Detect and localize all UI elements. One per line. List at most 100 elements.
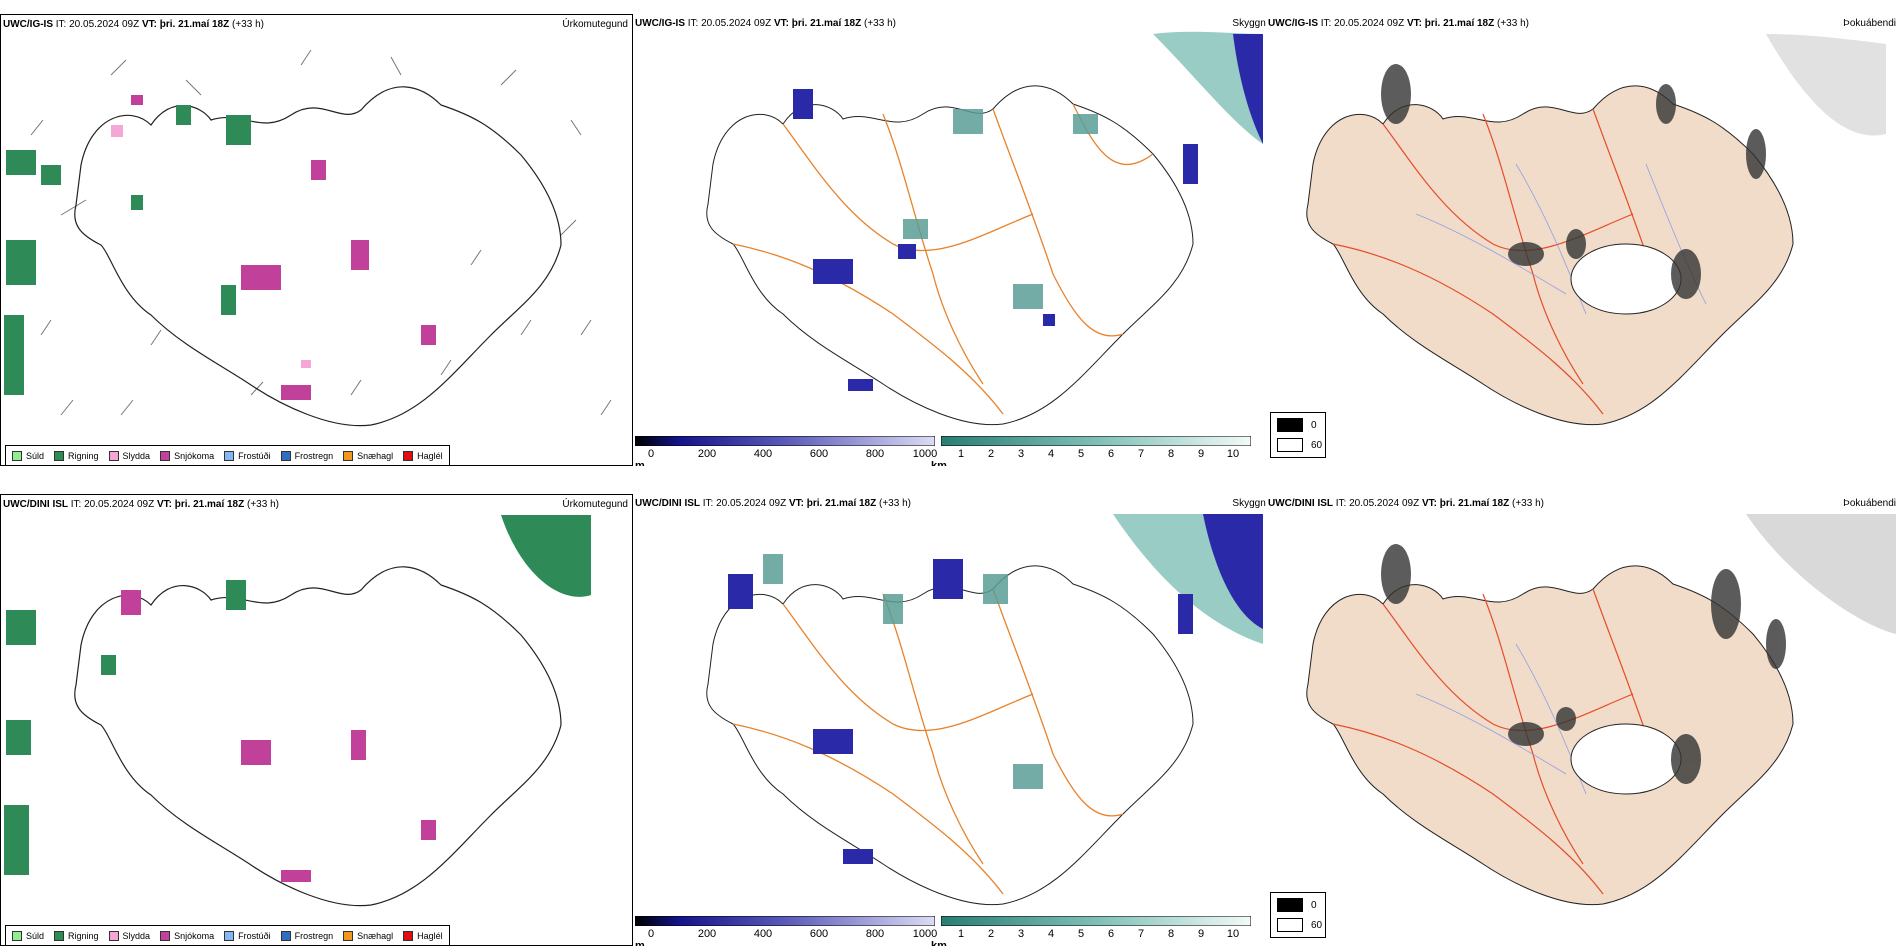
tick-label: 8 [1167, 448, 1175, 460]
clouds-map [706, 514, 1263, 906]
clouds-panel-bottom: UWC/DINI ISL IT: 20.05.2024 09Z VT: þri.… [633, 494, 1266, 946]
fog-panel-top: UWC/IG-IS IT: 20.05.2024 09Z VT: þri. 21… [1266, 14, 1900, 466]
legend-item: Frostúði [224, 931, 271, 941]
tick-label: 3 [1017, 928, 1025, 940]
colorbar-km-unit: km [931, 940, 947, 946]
tick-label: 2 [987, 928, 995, 940]
tick-label: 5 [1077, 928, 1085, 940]
fog-white-swatch [1277, 438, 1303, 452]
tick-label: 1000 [912, 448, 938, 460]
swatch-slydda [108, 931, 119, 941]
colorbar-m: m 0 200 400 600 800 1000 [634, 435, 937, 466]
tick-label: 0 [647, 928, 655, 940]
legend-item: Snæhagl [343, 451, 393, 461]
fog-legend-white-label: 60 [1311, 919, 1323, 931]
swatch-frostregn [280, 931, 291, 941]
legend-item: Slydda [108, 931, 150, 941]
tick-label: 600 [809, 928, 829, 940]
colorbar-m-gradient [634, 435, 936, 447]
legend-item: Frostúði [224, 451, 271, 461]
tick-label: 200 [697, 448, 717, 460]
panel-header: UWC/DINI ISL IT: 20.05.2024 09Z VT: þri.… [635, 498, 911, 509]
panel-header: UWC/DINI ISL IT: 20.05.2024 09Z VT: þri.… [3, 499, 279, 510]
fog-legend-bottom: 0 60 [1270, 892, 1326, 938]
panel-title-fog: Þokuábendi [1843, 18, 1896, 29]
precip-map [4, 49, 612, 427]
tick-label: 200 [697, 928, 717, 940]
tick-label: 7 [1137, 928, 1145, 940]
panel-header: UWC/IG-IS IT: 20.05.2024 09Z VT: þri. 21… [635, 18, 896, 29]
tick-label: 6 [1107, 448, 1115, 460]
tick-label: 400 [753, 928, 773, 940]
fog-black-swatch [1277, 898, 1303, 912]
swatch-frostregn [280, 451, 291, 461]
panel-title-clouds: Skyggni [1232, 18, 1266, 29]
swatch-sud [12, 451, 22, 461]
tick-label: 10 [1226, 928, 1240, 940]
swatch-slydda [108, 451, 119, 461]
tick-label: 4 [1047, 448, 1055, 460]
colorbar-m-gradient [634, 915, 936, 927]
tick-label: 7 [1137, 448, 1145, 460]
clouds-panel-top: UWC/IG-IS IT: 20.05.2024 09Z VT: þri. 21… [633, 14, 1266, 466]
legend-item: Súld [12, 451, 44, 461]
fog-legend-top: 0 60 [1270, 412, 1326, 458]
tick-label: 8 [1167, 928, 1175, 940]
colorbar-km-gradient [940, 915, 1252, 927]
panel-title-clouds: Skyggni [1232, 498, 1266, 509]
colorbar-km-gradient [940, 435, 1252, 447]
swatch-snjokoma [160, 451, 171, 461]
fog-legend-black-label: 0 [1311, 899, 1317, 911]
fog-panel-bottom: UWC/DINI ISL IT: 20.05.2024 09Z VT: þri.… [1266, 494, 1900, 946]
swatch-frostudi [224, 451, 235, 461]
swatch-snaehagl [343, 451, 354, 461]
legend-item: Snjókoma [160, 451, 214, 461]
fog-map [1306, 514, 1896, 906]
precip-legend: Súld Rigning Slydda Snjókoma Frostúði Fr… [5, 925, 450, 945]
swatch-snaehagl [343, 931, 354, 941]
tick-label: 800 [865, 928, 885, 940]
swatch-sud [12, 931, 22, 941]
fog-black-swatch [1277, 418, 1303, 432]
tick-label: 9 [1197, 928, 1205, 940]
colorbar-m-unit: m [635, 460, 645, 466]
fog-legend-black-label: 0 [1311, 419, 1317, 431]
tick-label: 4 [1047, 928, 1055, 940]
legend-item: Súld [12, 931, 44, 941]
panel-title-fog: Þokuábendi [1843, 498, 1896, 509]
colorbar-km-unit: km [931, 460, 947, 466]
precip-map [4, 515, 591, 907]
precip-panel-bottom: UWC/DINI ISL IT: 20.05.2024 09Z VT: þri.… [0, 494, 633, 946]
colorbar-km: km 1 2 3 4 5 6 7 8 9 10 [931, 435, 1252, 466]
swatch-rigning [54, 451, 65, 461]
precip-panel-top: UWC/IG-IS IT: 20.05.2024 09Z VT: þri. 21… [0, 14, 633, 466]
colorbar-km: km 1 2 3 4 5 6 7 8 9 10 [931, 915, 1252, 946]
panel-title-precip: Úrkomutegund [562, 499, 628, 510]
tick-label: 400 [753, 448, 773, 460]
tick-label: 10 [1226, 448, 1240, 460]
panel-title-precip: Úrkomutegund [562, 19, 628, 30]
fog-legend-white-label: 60 [1311, 439, 1323, 451]
tick-label: 2 [987, 448, 995, 460]
panel-header: UWC/IG-IS IT: 20.05.2024 09Z VT: þri. 21… [1268, 18, 1529, 29]
legend-item: Snjókoma [160, 931, 214, 941]
legend-item: Slydda [108, 451, 150, 461]
legend-item: Haglél [403, 931, 443, 941]
colorbar-m: m 0 200 400 600 800 1000 [634, 915, 937, 946]
legend-item: Frostregn [280, 451, 333, 461]
swatch-frostudi [224, 931, 235, 941]
legend-item: Rigning [54, 931, 99, 941]
swatch-snjokoma [160, 931, 171, 941]
tick-label: 1000 [912, 928, 938, 940]
legend-item: Snæhagl [343, 931, 393, 941]
tick-label: 3 [1017, 448, 1025, 460]
legend-item: Haglél [403, 451, 443, 461]
swatch-haglel [403, 451, 414, 461]
legend-item: Rigning [54, 451, 99, 461]
precip-legend: Súld Rigning Slydda Snjókoma Frostúði Fr… [5, 445, 450, 465]
tick-label: 1 [957, 448, 965, 460]
legend-item: Frostregn [280, 931, 333, 941]
tick-label: 6 [1107, 928, 1115, 940]
swatch-haglel [403, 931, 414, 941]
tick-label: 800 [865, 448, 885, 460]
